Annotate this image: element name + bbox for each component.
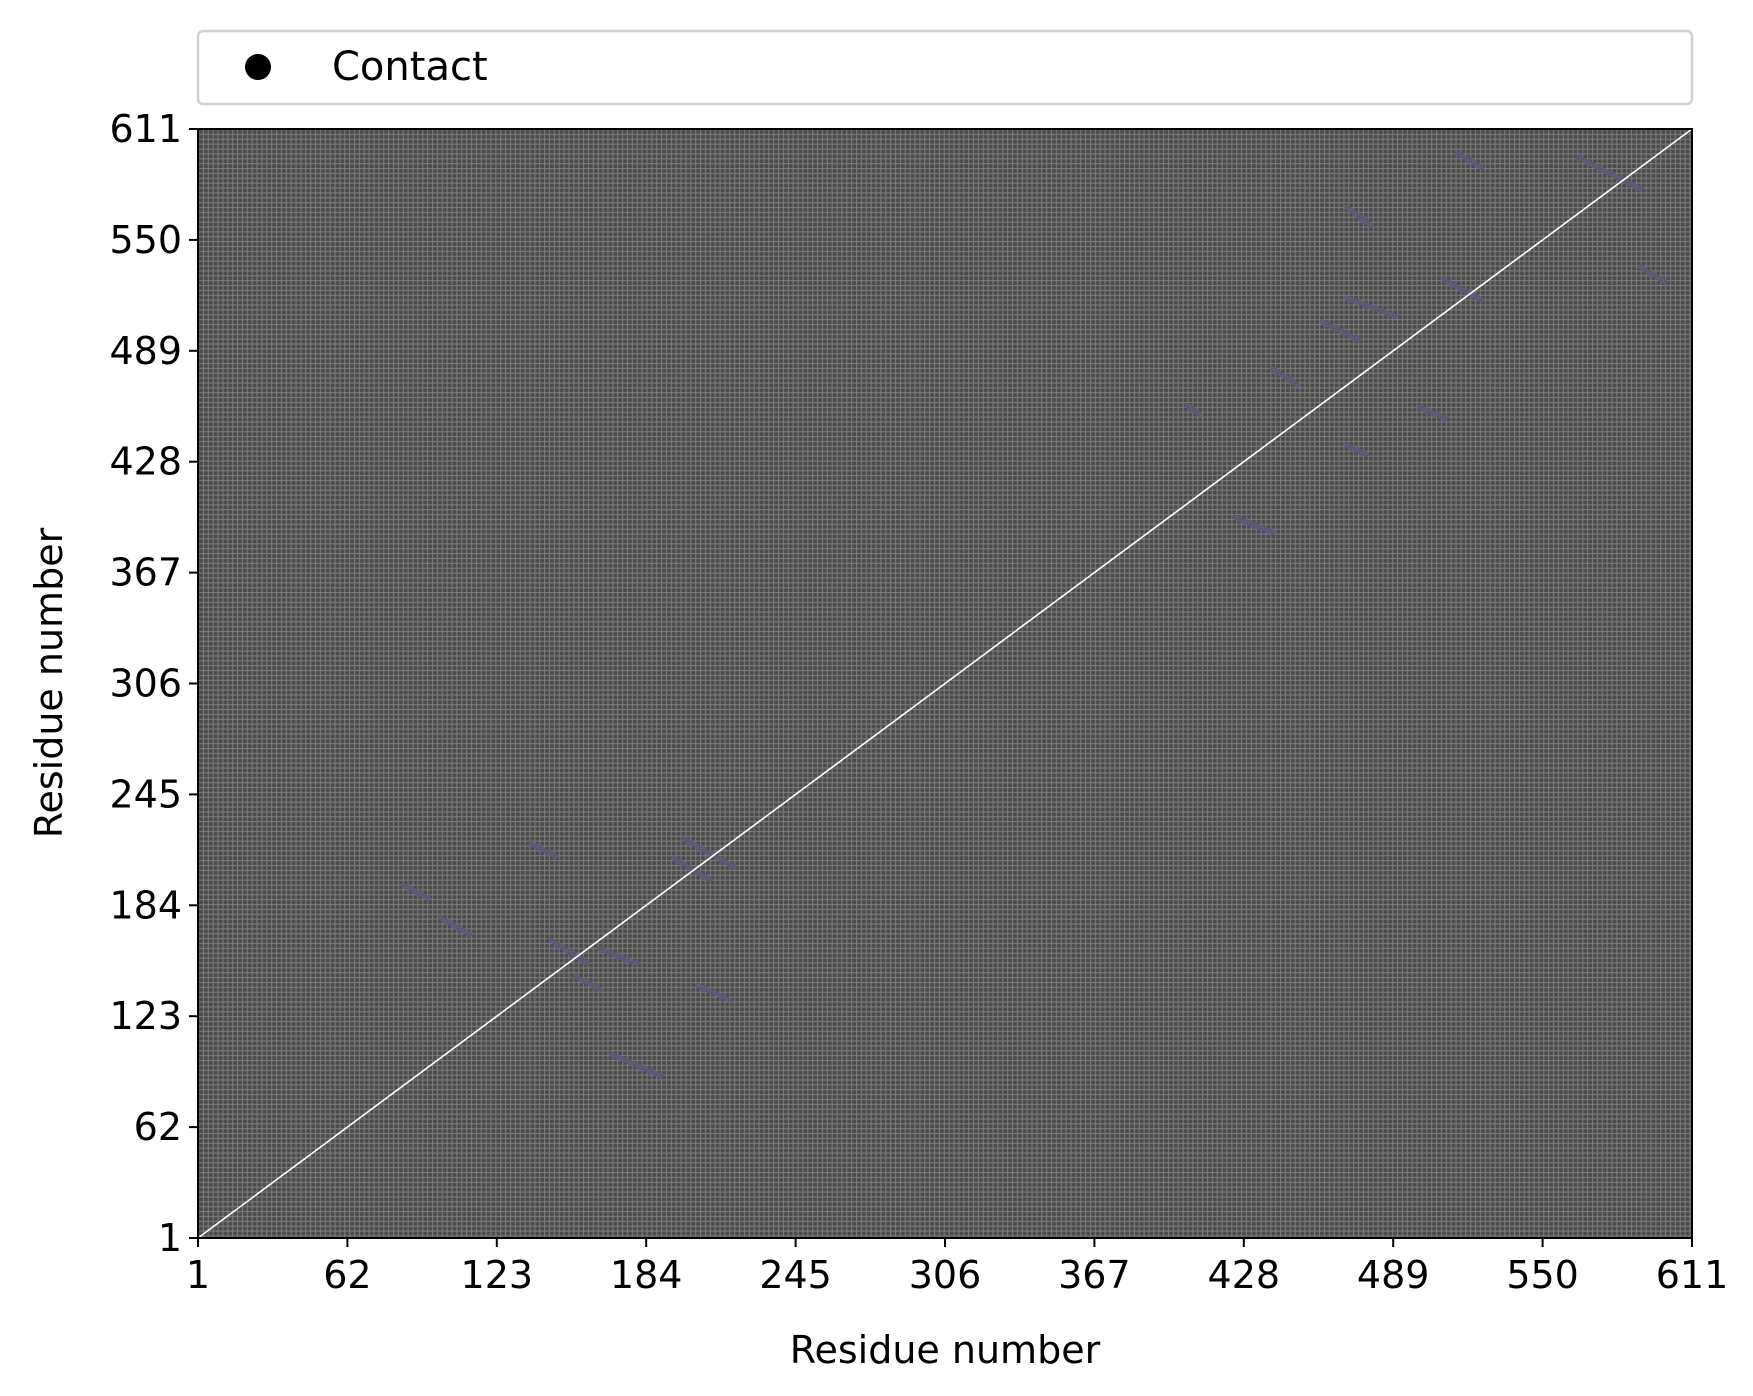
y-tick-label: 611	[109, 107, 182, 151]
x-tick-label: 306	[909, 1253, 982, 1297]
contact-segment	[1344, 295, 1399, 319]
contact-segment	[1233, 515, 1276, 536]
x-tick-label: 489	[1357, 1253, 1430, 1297]
plot-area	[197, 128, 1693, 1239]
diagonal-line	[197, 128, 1693, 1239]
contact-segment	[1319, 319, 1362, 343]
y-tick-label: 1	[158, 1216, 182, 1260]
contact-segment	[1344, 204, 1374, 228]
contact-segment	[670, 855, 713, 883]
x-tick-label: 184	[610, 1253, 683, 1297]
y-tick-label: 428	[109, 440, 182, 484]
x-axis-label: Residue number	[790, 1328, 1101, 1372]
contact-segment	[1344, 442, 1369, 457]
y-tick-label: 245	[109, 772, 182, 816]
contact-segment	[528, 840, 559, 859]
x-tick-label: 428	[1208, 1253, 1281, 1297]
y-tick-label: 367	[109, 551, 182, 595]
y-tick-label: 489	[109, 329, 182, 373]
contact-segment	[1454, 150, 1484, 170]
contact-segment	[682, 837, 737, 870]
y-tick-label: 306	[109, 662, 182, 706]
legend: Contact	[196, 29, 1694, 106]
contact-segment	[1417, 404, 1448, 421]
x-tick-label: 62	[323, 1253, 371, 1297]
x-tick-label: 367	[1058, 1253, 1131, 1297]
contact-segment	[401, 882, 431, 901]
contact-segment	[695, 982, 732, 1003]
y-tick-label: 550	[109, 218, 182, 262]
y-tick-label: 123	[109, 994, 182, 1038]
legend-marker-contact	[245, 54, 271, 80]
contact-segment	[1576, 155, 1644, 192]
x-tick-label: 123	[461, 1253, 534, 1297]
contact-segment	[548, 937, 590, 966]
contact-segments	[401, 150, 1668, 1079]
contact-segment	[609, 1051, 664, 1079]
x-tick-label: 611	[1656, 1253, 1729, 1297]
y-tick-label: 62	[134, 1105, 182, 1149]
contact-segment	[1270, 366, 1301, 388]
x-tick-label: 245	[759, 1253, 832, 1297]
contact-segment	[437, 915, 473, 937]
y-axis-ticks: 1 62 123 184 245 306 367 428 489 550 611	[109, 107, 198, 1260]
contact-segment	[572, 973, 603, 992]
contact-segment	[1442, 277, 1484, 303]
y-axis-label: Residue number	[27, 527, 71, 838]
x-axis-ticks: 1 62 123 184 245 306 367 428 489 550 611	[186, 1238, 1728, 1297]
contact-segment	[1638, 264, 1668, 285]
contact-segment	[597, 946, 639, 966]
legend-label-contact: Contact	[332, 44, 488, 90]
x-tick-label: 550	[1506, 1253, 1579, 1297]
x-tick-label: 1	[186, 1253, 210, 1297]
legend-box	[196, 29, 1694, 106]
y-tick-label: 184	[109, 883, 182, 927]
contact-segment	[1184, 402, 1203, 417]
